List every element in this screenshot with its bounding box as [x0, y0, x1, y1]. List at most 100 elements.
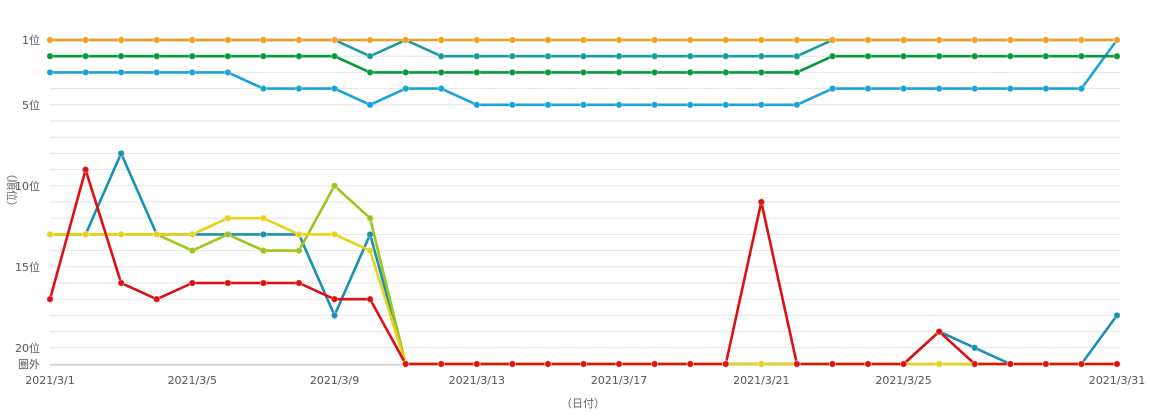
data-point [544, 101, 552, 109]
data-point [46, 36, 54, 44]
data-point [615, 101, 623, 109]
data-point [828, 36, 837, 44]
data-point [330, 311, 339, 319]
data-point [473, 36, 481, 44]
data-point [81, 166, 90, 174]
data-point [793, 101, 801, 109]
data-point [259, 247, 267, 255]
data-point [259, 230, 267, 238]
data-point [473, 360, 481, 368]
series-points [46, 36, 1121, 368]
data-point [366, 36, 374, 44]
data-point [330, 230, 339, 238]
y-tick-label: 5位 [22, 98, 40, 112]
data-point [224, 279, 232, 287]
data-point [437, 85, 445, 93]
y-axis-title: （順位） [5, 168, 19, 212]
data-point [330, 182, 339, 190]
data-point [81, 36, 90, 44]
data-point [1077, 360, 1086, 368]
data-point [615, 68, 623, 77]
data-point [366, 247, 374, 255]
data-point [188, 247, 196, 255]
data-point [508, 101, 516, 109]
data-point [117, 52, 125, 60]
data-point [935, 52, 943, 60]
data-point [651, 360, 659, 368]
y-tick-label: 1位 [22, 33, 40, 47]
y-tick-label: 10位 [15, 179, 40, 193]
x-tick-label: 2021/3/21 [733, 374, 789, 387]
data-point [1042, 85, 1050, 93]
x-axis-title: （日付） [561, 397, 605, 410]
data-point [366, 230, 374, 238]
data-point [971, 360, 979, 368]
series-line-5 [48, 152, 1119, 366]
data-point [1077, 52, 1086, 60]
x-tick-label: 2021/3/1 [25, 374, 74, 387]
data-point [793, 36, 801, 44]
data-point [686, 52, 694, 60]
data-point [544, 52, 552, 60]
data-point [295, 85, 303, 93]
data-point [722, 68, 730, 77]
data-point [686, 101, 694, 109]
data-point [971, 52, 979, 60]
data-point [1113, 52, 1121, 60]
series-line-7 [48, 216, 1119, 366]
data-point [864, 85, 872, 93]
data-point [864, 36, 872, 44]
data-point [330, 85, 339, 93]
data-point [366, 52, 374, 60]
data-point [153, 52, 161, 60]
data-point [757, 52, 765, 60]
data-point [935, 36, 943, 44]
data-point [722, 52, 730, 60]
data-point [828, 85, 837, 93]
data-point [153, 68, 161, 77]
data-point [188, 230, 196, 238]
data-point [757, 36, 765, 44]
data-point [117, 279, 125, 287]
data-point [188, 68, 196, 77]
data-point [1077, 36, 1086, 44]
data-point [793, 52, 801, 60]
data-point [295, 230, 303, 238]
data-point [686, 360, 694, 368]
data-point [864, 360, 872, 368]
data-point [473, 68, 481, 77]
data-point [46, 52, 54, 60]
data-point [366, 295, 374, 303]
data-point [224, 52, 232, 60]
data-point [1077, 85, 1086, 93]
data-point [615, 360, 623, 368]
data-point [1006, 85, 1014, 93]
data-point [899, 36, 908, 44]
data-point [295, 247, 303, 255]
data-point [473, 52, 481, 60]
x-tick-label: 2021/3/31 [1089, 374, 1145, 387]
data-point [402, 360, 410, 368]
data-point [1042, 360, 1050, 368]
y-tick-label: 15位 [15, 260, 40, 274]
data-point [722, 101, 730, 109]
data-point [1006, 360, 1014, 368]
data-point [224, 230, 232, 238]
x-tick-label: 2021/3/17 [591, 374, 647, 387]
data-point [224, 36, 232, 44]
data-point [437, 36, 445, 44]
data-point [579, 360, 588, 368]
data-point [153, 230, 161, 238]
data-point [224, 214, 232, 222]
data-point [402, 36, 410, 44]
data-point [828, 52, 837, 60]
data-point [295, 52, 303, 60]
data-point [793, 360, 801, 368]
data-point [259, 279, 267, 287]
data-point [46, 68, 54, 77]
data-point [651, 36, 659, 44]
data-point [686, 68, 694, 77]
x-tick-label: 2021/3/9 [310, 374, 359, 387]
data-point [899, 52, 908, 60]
